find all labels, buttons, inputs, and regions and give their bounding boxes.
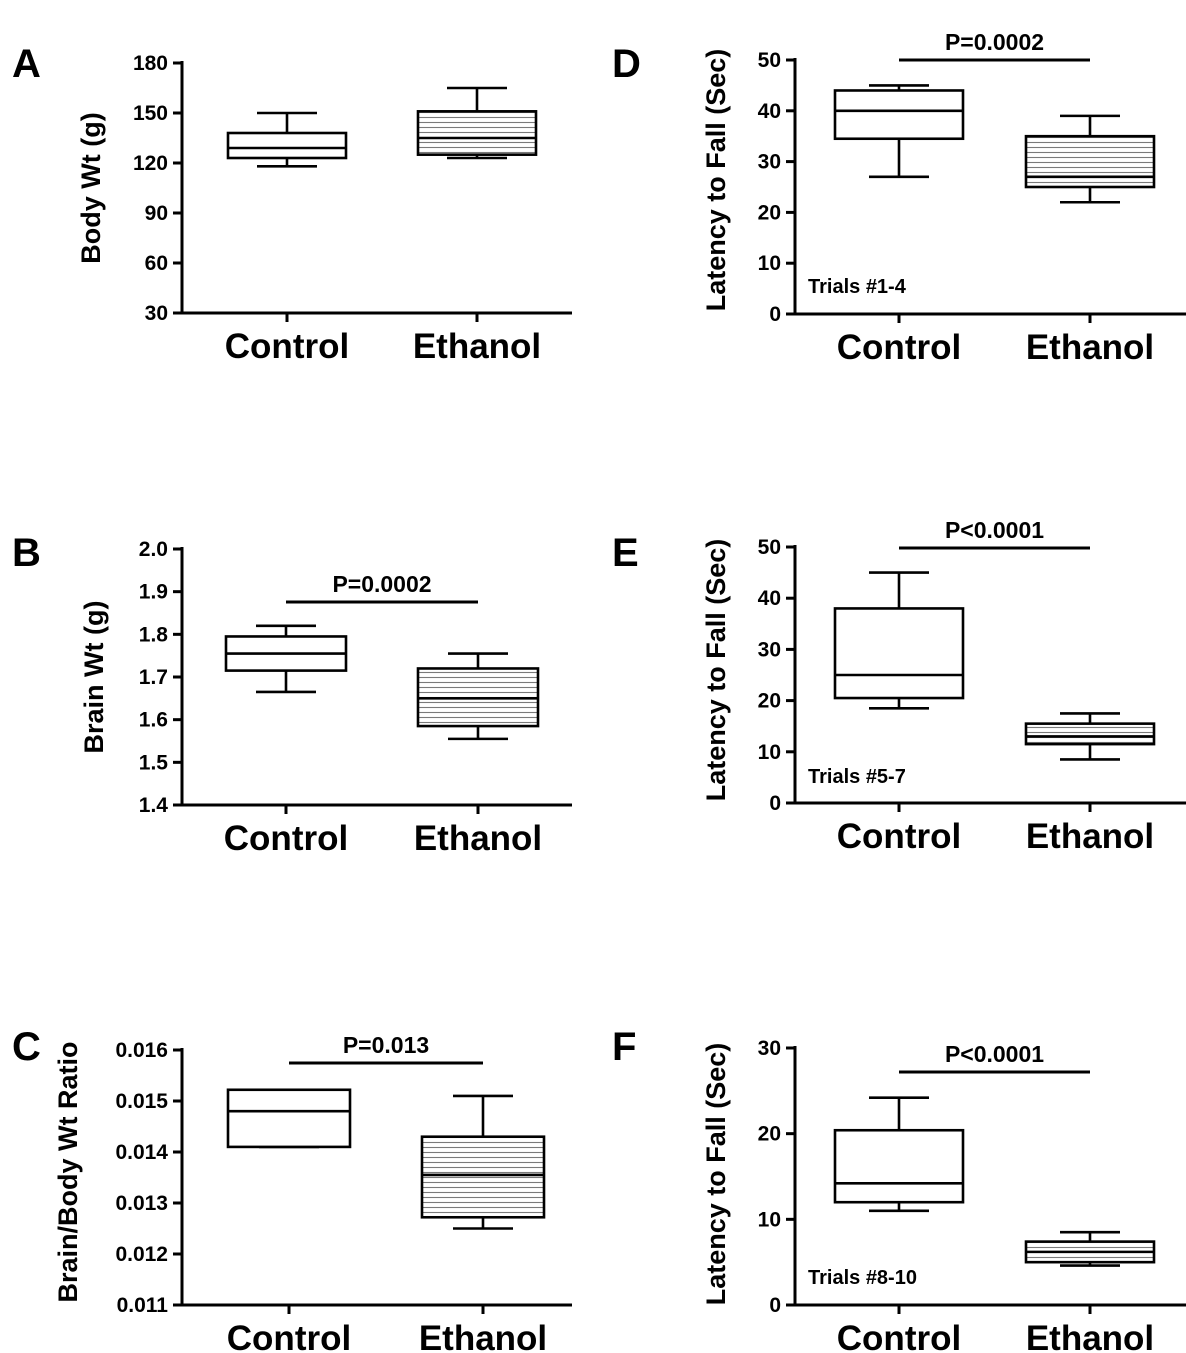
y-tick-label: 120: [133, 152, 168, 175]
panel-letter: C: [12, 1025, 41, 1069]
y-tick-label: 1.5: [139, 751, 169, 774]
box-control: [224, 624, 348, 694]
category-label-ethanol: Ethanol: [414, 819, 542, 858]
y-tick-label: 0.013: [115, 1192, 168, 1215]
box-control: [226, 1088, 352, 1149]
y-tick-label: 10: [758, 741, 781, 764]
iqr-box: [420, 1135, 546, 1219]
category-label-control: Control: [837, 1319, 961, 1353]
panel-f: F Latency to Fall (Sec) 0 10 20 30 Control Etha…: [612, 1025, 1186, 1353]
category-label-ethanol: Ethanol: [413, 327, 541, 366]
p-value-label: P<0.0001: [945, 1041, 1044, 1067]
y-tick-label: 0.016: [115, 1039, 168, 1062]
y-tick-label: 40: [758, 587, 781, 610]
y-tick-label: 30: [758, 638, 781, 661]
box-ethanol: [1024, 712, 1156, 761]
y-tick-label: 0.014: [115, 1141, 168, 1164]
panel-letter: E: [612, 531, 639, 575]
y-tick-label: 0: [769, 792, 781, 815]
panel-letter: A: [12, 42, 41, 86]
iqr-box: [1024, 134, 1156, 189]
y-tick-label: 1.4: [139, 794, 169, 817]
trials-note: Trials #8-10: [808, 1267, 917, 1289]
panel-letter: B: [12, 531, 41, 575]
box-control: [226, 111, 348, 168]
iqr-box: [226, 131, 348, 160]
category-label-control: Control: [224, 819, 348, 858]
y-axis-label: Latency to Fall (Sec): [701, 539, 731, 802]
y-tick-label: 1.8: [139, 623, 169, 646]
y-tick-label: 2.0: [139, 538, 168, 561]
y-tick-label: 10: [758, 1208, 781, 1231]
category-label-control: Control: [225, 327, 349, 366]
panel-b: B Brain Wt (g) 1.4 1.5 1.6 1.7 1.8 1.9 2.0 Contro…: [12, 531, 572, 858]
y-tick-label: 20: [758, 690, 781, 713]
p-value-label: P=0.0002: [332, 571, 431, 597]
box-ethanol: [416, 652, 540, 741]
category-label-control: Control: [227, 1319, 351, 1353]
p-value-label: P=0.0002: [945, 29, 1044, 55]
y-tick-label: 40: [758, 100, 781, 123]
panel-d: D Latency to Fall (Sec) 0 10 20 30 40 50 Control…: [612, 29, 1186, 367]
y-axis-label: Brain/Body Wt Ratio: [53, 1042, 83, 1303]
iqr-box: [1024, 722, 1156, 746]
y-tick-label: 0.012: [115, 1243, 168, 1266]
y-tick-label: 20: [758, 201, 781, 224]
box-ethanol: [420, 1094, 546, 1230]
iqr-box: [833, 607, 965, 700]
category-label-ethanol: Ethanol: [1026, 328, 1154, 367]
y-tick-label: 180: [133, 52, 168, 75]
panel-letter: F: [612, 1025, 636, 1069]
y-axis-label: Latency to Fall (Sec): [701, 49, 731, 312]
y-tick-label: 20: [758, 1123, 781, 1146]
iqr-box: [416, 110, 538, 156]
y-tick-label: 30: [145, 302, 168, 325]
y-tick-label: 0: [769, 303, 781, 326]
category-label-ethanol: Ethanol: [1026, 1319, 1154, 1353]
y-tick-label: 150: [133, 102, 168, 125]
p-value-label: P<0.0001: [945, 517, 1044, 543]
y-tick-label: 90: [145, 202, 168, 225]
y-tick-label: 1.6: [139, 709, 168, 732]
panel-a: A Body Wt (g) 30 60 90 120 150 180 Control Ethano…: [12, 42, 572, 366]
y-tick-label: 0.015: [115, 1090, 168, 1113]
y-tick-label: 0.011: [117, 1294, 169, 1317]
category-label-ethanol: Ethanol: [419, 1319, 547, 1353]
y-tick-label: 60: [145, 252, 168, 275]
category-label-control: Control: [837, 817, 961, 856]
box-control: [833, 1096, 965, 1213]
panel-letter: D: [612, 42, 641, 86]
y-tick-label: 1.7: [139, 666, 168, 689]
iqr-box: [833, 89, 965, 141]
y-tick-label: 30: [758, 1037, 781, 1060]
p-value-label: P=0.013: [343, 1032, 429, 1058]
iqr-box: [226, 1088, 352, 1149]
category-label-control: Control: [837, 328, 961, 367]
y-axis-label: Body Wt (g): [76, 112, 106, 263]
y-tick-label: 10: [758, 252, 781, 275]
box-control: [833, 84, 965, 179]
iqr-box: [833, 1128, 965, 1204]
y-tick-label: 0: [769, 1294, 781, 1317]
y-tick-label: 30: [758, 151, 781, 174]
trials-note: Trials #5-7: [808, 766, 906, 788]
panel-c: C Brain/Body Wt Ratio 0.011 0.012 0.013 0.014…: [12, 1025, 572, 1353]
box-control: [833, 571, 965, 710]
box-ethanol: [1024, 114, 1156, 204]
y-axis-label: Brain Wt (g): [79, 601, 109, 754]
y-tick-label: 1.9: [139, 581, 168, 604]
y-axis-label: Latency to Fall (Sec): [701, 1043, 731, 1306]
box-ethanol: [1024, 1230, 1156, 1267]
panel-e: E Latency to Fall (Sec) 0 10 20 30 40 50 Control…: [612, 517, 1186, 856]
category-label-ethanol: Ethanol: [1026, 817, 1154, 856]
box-ethanol: [416, 86, 538, 160]
y-tick-label: 50: [758, 536, 781, 559]
trials-note: Trials #1-4: [808, 276, 907, 298]
y-tick-label: 50: [758, 49, 781, 72]
